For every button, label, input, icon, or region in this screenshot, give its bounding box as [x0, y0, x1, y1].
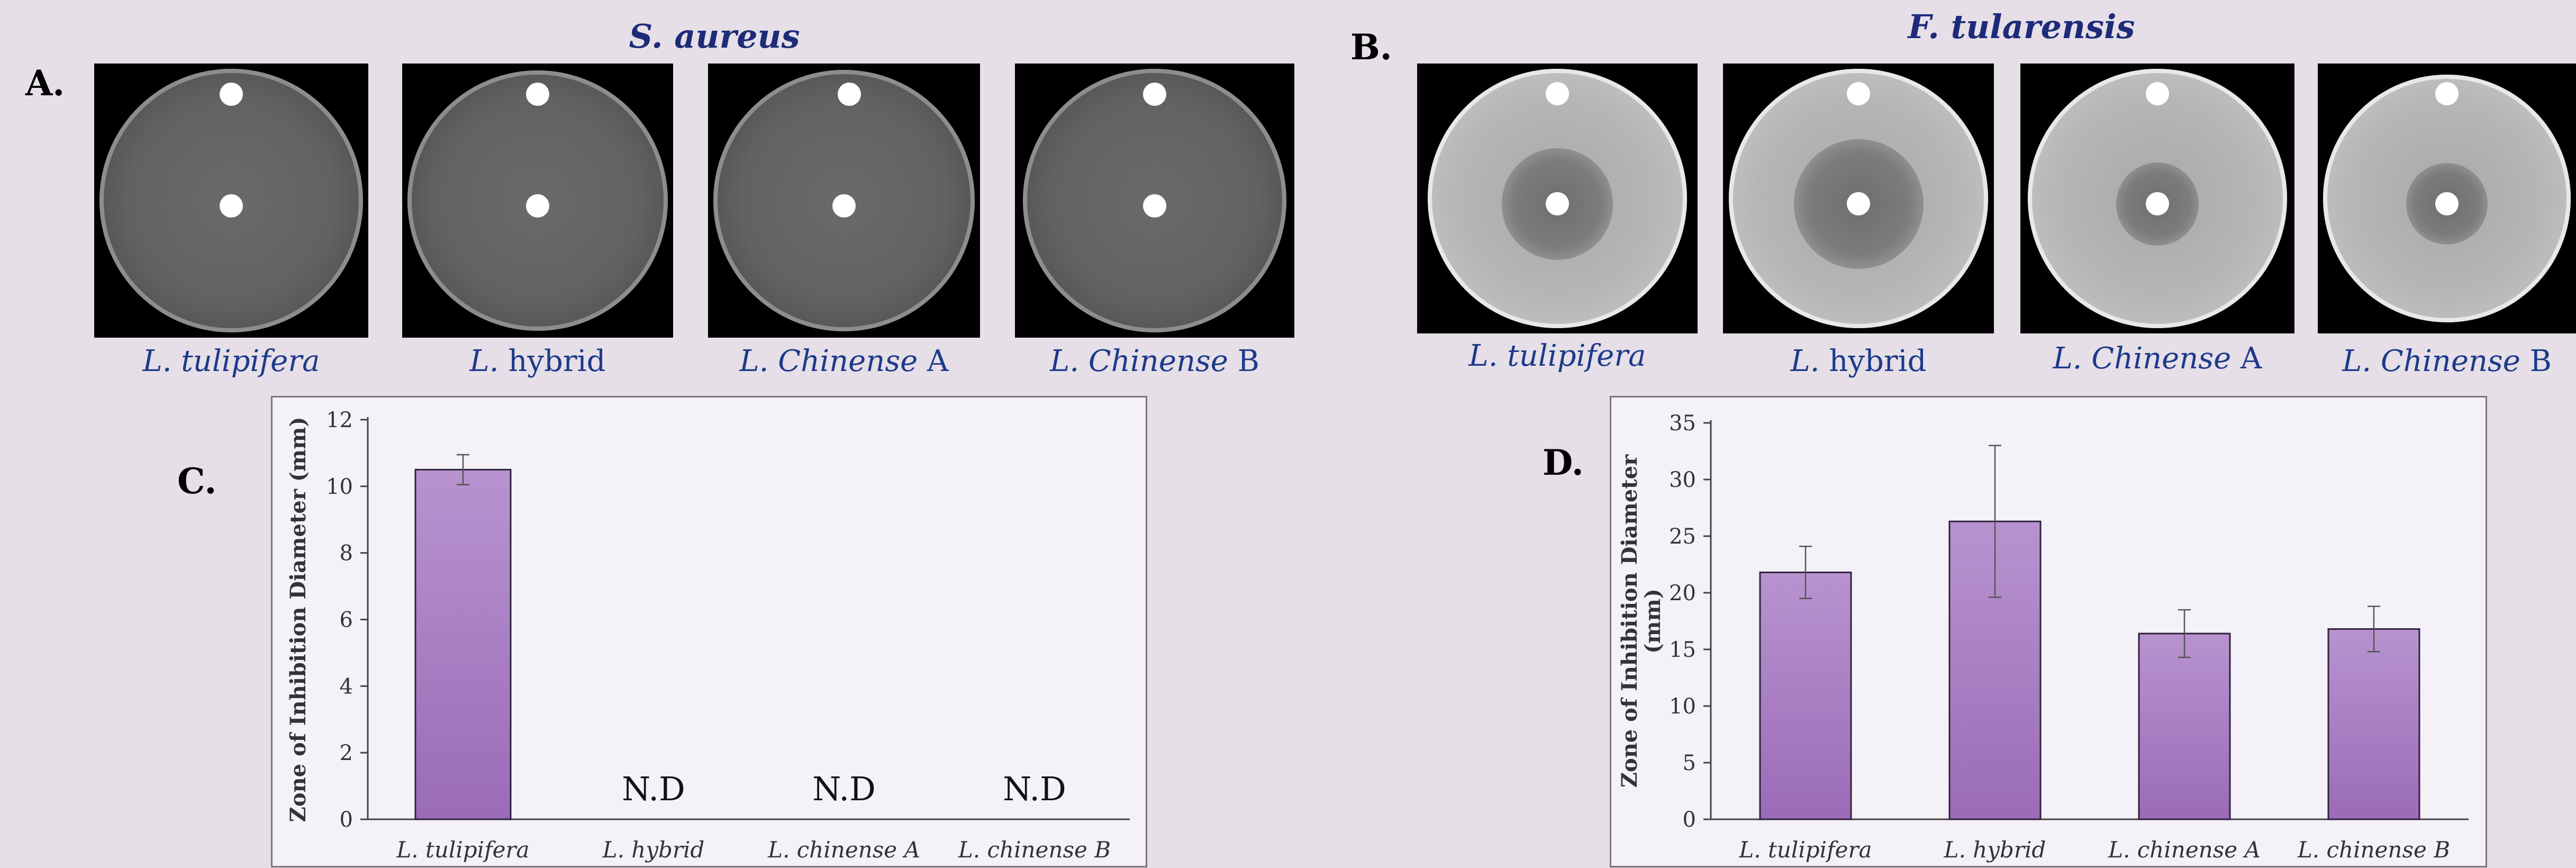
bar: [2327, 628, 2420, 820]
chart-c-frame: 0 2 4 6 8 10 12 Zone of Inhibition Diameter (mm…: [271, 396, 1147, 867]
petri-plate-image: [2318, 64, 2576, 333]
x-tick-label: L. tulipifera: [1738, 837, 1872, 863]
plate-label-suffix: B: [1228, 344, 1259, 378]
sample-disk: [526, 194, 549, 218]
plate-label: L. Chinense B: [996, 344, 1313, 378]
sample-disk: [220, 194, 243, 218]
sample-disk: [1847, 192, 1870, 216]
plate-label: L. Chinense A: [685, 344, 1003, 378]
plate-label-species: L.: [1790, 344, 1820, 378]
y-tick-label: 5: [1683, 751, 1696, 775]
plate-label: L. tulipifera: [72, 344, 390, 378]
x-tick-label: L. chinense A: [2108, 837, 2261, 863]
panel-a-title: S. aureus: [629, 17, 800, 56]
control-disk: [2435, 82, 2459, 105]
petri-plate-image: [2020, 64, 2294, 333]
bar: [1759, 571, 1852, 820]
control-disk: [1847, 82, 1870, 105]
petri-plate-image: [708, 64, 980, 338]
plate-label-suffix: hybrid: [1819, 344, 1927, 378]
y-tick-label: 12: [326, 408, 353, 432]
plate-label-suffix: A: [918, 344, 949, 378]
not-detected-label: N.D: [812, 770, 876, 808]
plate-label: L. Chinense B: [2288, 344, 2576, 378]
y-axis-label: Zone of Inhibition Diameter: [1617, 454, 1642, 788]
y-tick-label: 8: [340, 541, 353, 566]
y-tick-label: 30: [1669, 468, 1696, 492]
petri-plate-image: [1417, 64, 1698, 333]
plate-label-species: L. tulipifera: [1468, 339, 1646, 373]
y-tick-label: 25: [1669, 525, 1696, 549]
y-tick-label: 0: [1683, 808, 1696, 832]
x-tick-label: L. chinense B: [2297, 837, 2450, 863]
petri-plate-image: [94, 64, 368, 338]
not-detected-label: N.D: [622, 770, 685, 808]
plate-label-species: L. Chinense: [1050, 344, 1228, 378]
plate-label-suffix: A: [2231, 341, 2262, 376]
x-tick-label: L. chinense B: [958, 837, 1111, 863]
x-tick-label: L. tulipifera: [396, 837, 529, 863]
plate-label-species: L. Chinense: [2053, 341, 2232, 376]
sample-disk: [2146, 192, 2169, 216]
plate-label-species: L. Chinense: [739, 344, 918, 378]
y-tick-label: 4: [340, 674, 353, 699]
y-tick-label: 6: [340, 608, 353, 632]
plate-label-species: L. tulipifera: [142, 344, 320, 378]
plate-label-species: L. Chinense: [2342, 344, 2520, 378]
panel-b-letter: B.: [1350, 26, 1392, 68]
x-tick-label: L. chinense A: [767, 837, 920, 863]
bar: [414, 468, 512, 820]
bar: [2138, 632, 2231, 820]
plate-label-suffix: B: [2520, 344, 2552, 378]
chart-d: 0 5 10 15 20 25 30 35 Zone of Inhibition Diamete…: [1617, 411, 2469, 863]
control-disk: [526, 82, 549, 106]
chart-d-frame: 0 5 10 15 20 25 30 35 Zone of Inhibition Diamete…: [1610, 396, 2487, 867]
y-tick-label: 15: [1669, 638, 1696, 662]
control-disk: [1546, 82, 1569, 105]
control-disk: [1143, 82, 1166, 106]
x-tick-label: L. hybrid: [602, 837, 705, 863]
control-disk: [220, 82, 243, 106]
y-tick-label: 20: [1669, 581, 1696, 605]
panel-c-letter: C.: [177, 460, 217, 502]
panel-a-letter: A.: [25, 62, 65, 104]
plate-label-suffix: hybrid: [498, 344, 606, 378]
y-tick-label: 10: [326, 475, 353, 499]
sample-disk: [1546, 192, 1569, 216]
petri-plate-image: [1723, 64, 1994, 333]
y-axis-label: Zone of Inhibition Diameter (mm): [286, 417, 311, 822]
y-tick-label: 10: [1669, 694, 1696, 719]
petri-plate-image: [402, 64, 673, 338]
sample-disk: [832, 194, 856, 218]
plate-label: L. tulipifera: [1399, 339, 1716, 373]
sample-disk: [1143, 194, 1166, 218]
y-tick-label: 35: [1669, 411, 1696, 436]
y-axis-label: (mm): [1640, 589, 1665, 654]
y-tick-label: 2: [340, 741, 353, 765]
y-tick-label: 0: [340, 808, 353, 832]
control-disk: [838, 82, 861, 106]
plate-label: L. hybrid: [379, 344, 696, 378]
chart-c: 0 2 4 6 8 10 12 Zone of Inhibition Diameter (mm…: [286, 408, 1130, 863]
x-tick-label: L. hybrid: [1944, 837, 2046, 863]
sample-disk: [2435, 192, 2459, 216]
petri-plate-image: [1015, 64, 1294, 338]
plate-label-species: L.: [469, 344, 499, 378]
panel-b-title: F. tularensis: [1908, 7, 2135, 46]
not-detected-label: N.D: [1003, 770, 1066, 808]
control-disk: [2146, 82, 2169, 105]
panel-d-letter: D.: [1543, 442, 1584, 483]
plate-label: L. Chinense A: [1999, 341, 2316, 376]
plate-label: L. hybrid: [1700, 344, 2017, 378]
